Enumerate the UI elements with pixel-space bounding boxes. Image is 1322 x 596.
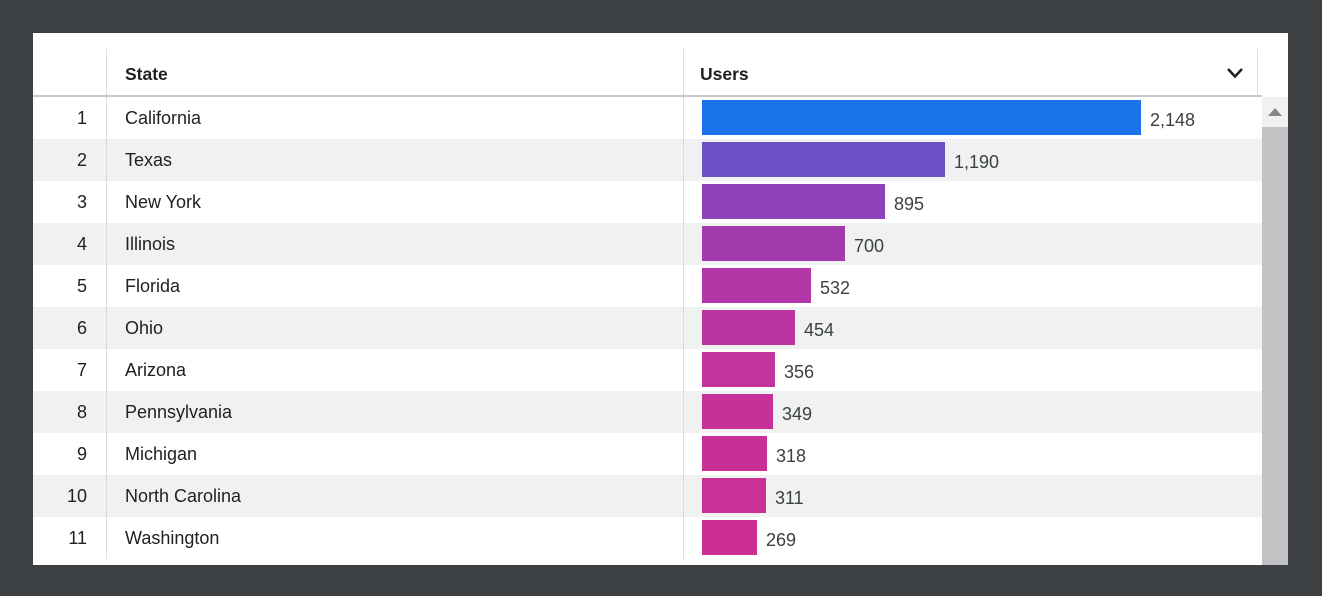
users-value: 2,148	[1150, 110, 1196, 130]
header-divider	[683, 49, 684, 95]
table-row: 6 Ohio 454	[33, 307, 1262, 349]
table-row: 3 New York 895	[33, 181, 1262, 223]
users-value: 700	[854, 236, 885, 256]
state-name: Florida	[107, 265, 684, 307]
users-cell: 269	[684, 517, 1262, 559]
state-name: Pennsylvania	[107, 391, 684, 433]
state-name: Texas	[107, 139, 684, 181]
users-cell: 532	[684, 265, 1262, 307]
table-body: 1 California 2,148 2 Texas 1,190 3 New Y…	[33, 97, 1262, 565]
users-bar	[702, 478, 766, 513]
users-value: 269	[766, 530, 797, 550]
state-name: Michigan	[107, 433, 684, 475]
users-bar	[702, 436, 767, 471]
users-cell: 318	[684, 433, 1262, 475]
table-row: 2 Texas 1,190	[33, 139, 1262, 181]
table-row: 4 Illinois 700	[33, 223, 1262, 265]
table-header: State Users	[33, 33, 1262, 97]
table-row: 7 Arizona 356	[33, 349, 1262, 391]
column-header-users[interactable]: Users	[700, 64, 749, 84]
state-name: North Carolina	[107, 475, 684, 517]
users-bar	[702, 184, 885, 219]
users-value: 454	[804, 320, 835, 340]
users-value: 356	[784, 362, 815, 382]
row-index: 2	[33, 139, 107, 181]
column-header-state[interactable]: State	[125, 64, 168, 84]
users-cell: 895	[684, 181, 1262, 223]
users-cell: 349	[684, 391, 1262, 433]
users-value: 311	[775, 488, 804, 508]
row-index: 1	[33, 97, 107, 139]
row-index: 3	[33, 181, 107, 223]
row-index: 5	[33, 265, 107, 307]
users-bar	[702, 100, 1141, 135]
state-name: Washington	[107, 517, 684, 559]
row-index: 6	[33, 307, 107, 349]
users-value: 349	[782, 404, 813, 424]
state-name: New York	[107, 181, 684, 223]
users-cell: 356	[684, 349, 1262, 391]
table-row: 8 Pennsylvania 349	[33, 391, 1262, 433]
table-row: 9 Michigan 318	[33, 433, 1262, 475]
chevron-down-icon[interactable]	[1225, 65, 1245, 81]
users-cell: 454	[684, 307, 1262, 349]
state-name: Ohio	[107, 307, 684, 349]
table-row: 5 Florida 532	[33, 265, 1262, 307]
row-index: 9	[33, 433, 107, 475]
state-name: Arizona	[107, 349, 684, 391]
users-cell: 1,190	[684, 139, 1262, 181]
data-table-card: State Users 1 California 2,148 2 Texas 1…	[33, 33, 1288, 565]
users-bar	[702, 142, 945, 177]
row-index: 8	[33, 391, 107, 433]
users-cell: 2,148	[684, 97, 1262, 139]
scrollbar[interactable]	[1262, 97, 1288, 565]
users-bar	[702, 310, 795, 345]
row-index: 11	[33, 517, 107, 559]
row-index: 10	[33, 475, 107, 517]
scrollbar-thumb[interactable]	[1262, 127, 1288, 565]
users-value: 1,190	[954, 152, 1000, 172]
table-row: 10 North Carolina 311	[33, 475, 1262, 517]
users-bar	[702, 352, 775, 387]
header-divider	[1257, 49, 1258, 95]
users-bar	[702, 520, 757, 555]
header-divider	[106, 49, 107, 95]
state-name: Illinois	[107, 223, 684, 265]
users-value: 532	[820, 278, 851, 298]
row-index: 4	[33, 223, 107, 265]
users-bar	[702, 394, 773, 429]
table-row: 11 Washington 269	[33, 517, 1262, 559]
state-name: California	[107, 97, 684, 139]
users-bar	[702, 226, 845, 261]
users-bar	[702, 268, 811, 303]
users-value: 318	[776, 446, 807, 466]
users-cell: 311	[684, 475, 1262, 517]
users-value: 895	[894, 194, 925, 214]
triangle-up-icon	[1268, 108, 1282, 116]
users-cell: 700	[684, 223, 1262, 265]
row-index: 7	[33, 349, 107, 391]
table-row: 1 California 2,148	[33, 97, 1262, 139]
scroll-up-button[interactable]	[1262, 97, 1288, 127]
